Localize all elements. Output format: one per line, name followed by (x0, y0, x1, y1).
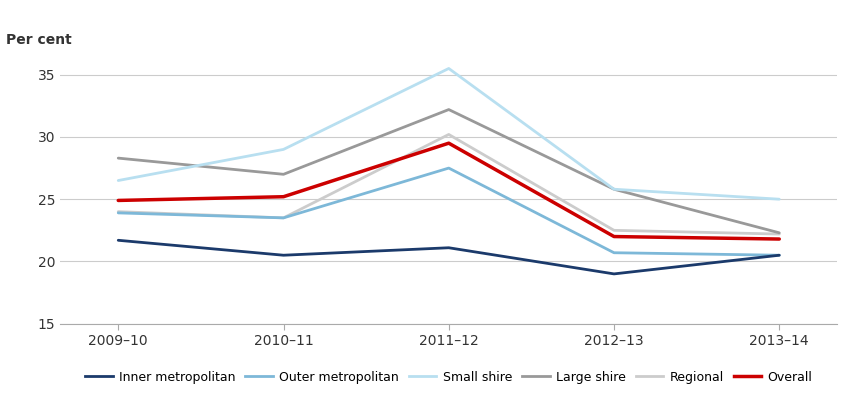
Legend: Inner metropolitan, Outer metropolitan, Small shire, Large shire, Regional, Over: Inner metropolitan, Outer metropolitan, … (80, 366, 817, 388)
Text: Per cent: Per cent (6, 33, 72, 47)
